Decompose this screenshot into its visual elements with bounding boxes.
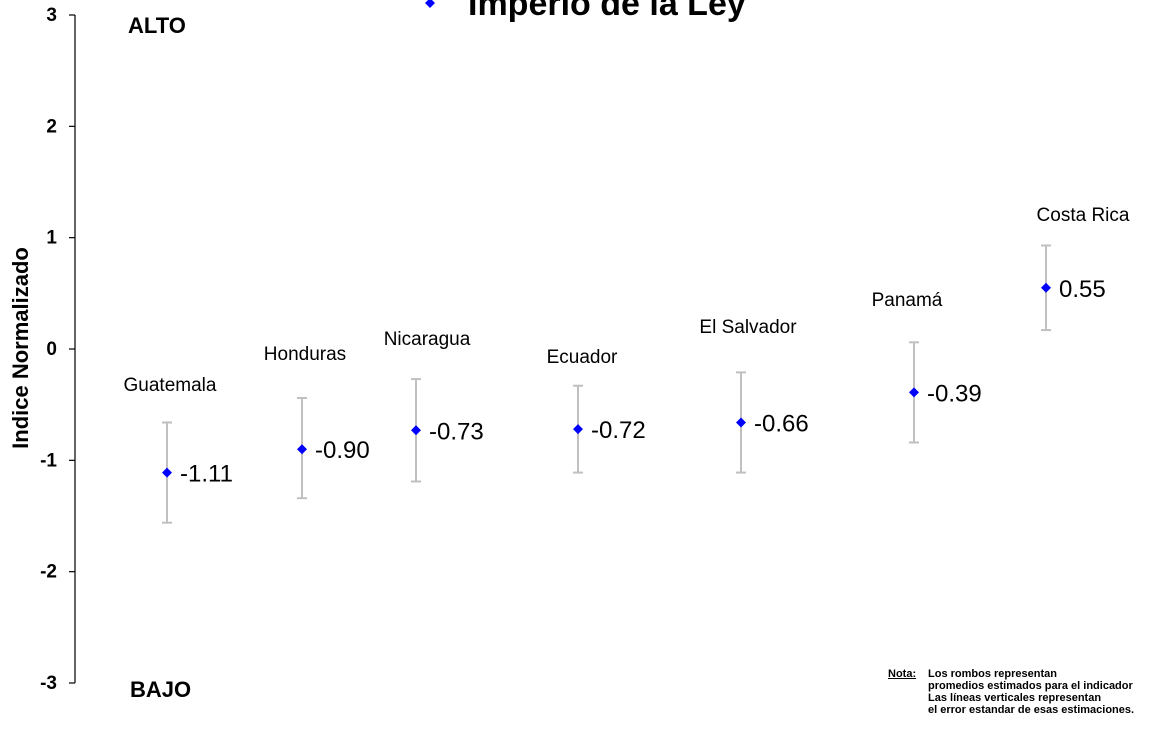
data-point-group: -0.39 Panamá (872, 290, 982, 444)
note-line-2: promedios estimados para el indicador (928, 680, 1133, 692)
category-label: Ecuador (547, 347, 618, 368)
chart-title: Imperio de la Ley (468, 0, 746, 23)
legend-diamond (425, 0, 435, 8)
value-label: -0.73 (429, 418, 484, 445)
data-point-group: -0.72 Ecuador (547, 347, 646, 474)
y-tick-label: -3 (40, 673, 57, 694)
value-label: -0.66 (754, 410, 809, 437)
data-point-diamond (909, 387, 919, 398)
y-axis-label: Indice Normalizado (8, 247, 33, 449)
note-line-1: Los rombos representan (928, 668, 1057, 680)
category-label: Costa Rica (1037, 205, 1130, 226)
low-label: BAJO (130, 677, 191, 702)
y-tick-label: -2 (40, 562, 57, 583)
data-point-diamond (736, 417, 746, 428)
value-label: -0.72 (591, 417, 646, 444)
category-label: Nicaragua (384, 329, 471, 350)
y-tick-label: 1 (46, 228, 57, 249)
y-ticks: 3 2 1 0 -1 -2 -3 (40, 5, 75, 694)
value-label: 0.55 (1059, 276, 1106, 303)
y-tick-label: 0 (46, 339, 57, 360)
value-label: -1.11 (180, 461, 233, 488)
data-point-diamond (1041, 282, 1051, 293)
data-point-group: -0.73 Nicaragua (384, 329, 484, 483)
data-marks: -1.11 Guatemala -0.90 Honduras -0.73 Nicaragu… (124, 205, 1130, 524)
data-point-group: -0.66 El Salvador (699, 317, 809, 474)
note-line-3: Las líneas verticales representan (928, 692, 1102, 704)
category-label: Panamá (872, 290, 943, 311)
data-point-group: -0.90 Honduras (264, 344, 370, 500)
y-tick-label: 3 (46, 5, 57, 26)
note-line-4: el error estandar de esas estimaciones. (928, 704, 1135, 716)
value-label: -0.39 (927, 380, 982, 407)
value-label: -0.90 (315, 437, 370, 464)
y-tick-label: 2 (46, 116, 57, 137)
note-body: Los rombos representan promedios estimad… (928, 668, 1134, 716)
category-label: Honduras (264, 344, 346, 365)
data-point-diamond (573, 424, 583, 435)
legend-marker (425, 0, 435, 8)
category-label: Guatemala (124, 375, 217, 396)
note-head: Nota: (888, 668, 917, 680)
data-point-group: -1.11 Guatemala (124, 375, 233, 524)
high-label: ALTO (128, 13, 186, 38)
y-tick-label: -1 (40, 450, 57, 471)
data-point-group: 0.55 Costa Rica (1037, 205, 1130, 332)
note: Nota: Los rombos representan promedios e… (888, 668, 1134, 716)
data-point-diamond (162, 467, 172, 478)
category-label: El Salvador (699, 317, 797, 338)
data-point-diamond (411, 425, 421, 436)
data-point-diamond (297, 444, 307, 455)
